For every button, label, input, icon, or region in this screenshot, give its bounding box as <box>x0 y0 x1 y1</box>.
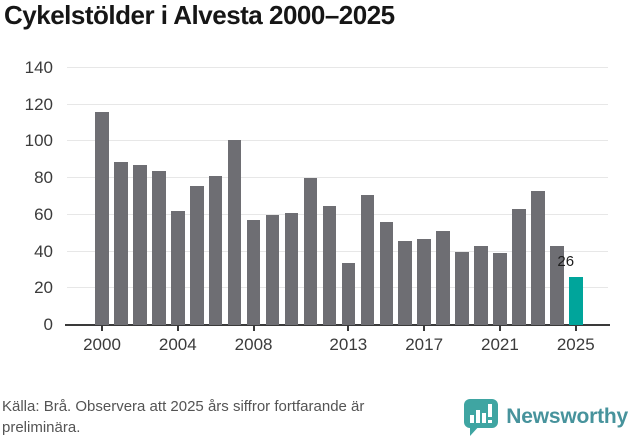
gridline <box>67 103 608 105</box>
bar-2022 <box>512 209 526 325</box>
y-tick-label: 40 <box>34 241 53 261</box>
y-tick-label: 60 <box>34 204 53 224</box>
bar-2006 <box>208 176 223 325</box>
bar-2003 <box>152 170 166 325</box>
y-tick-label: 0 <box>43 315 53 334</box>
x-tick-label: 2008 <box>234 335 273 354</box>
newsworthy-logo-icon <box>464 399 499 436</box>
bar-2025 <box>569 277 583 325</box>
bar-2017 <box>417 238 431 325</box>
bar-2011 <box>303 178 318 325</box>
bar-2001 <box>114 161 128 325</box>
x-axis-tick <box>574 325 577 331</box>
x-axis-tick <box>347 325 350 331</box>
gridline <box>67 177 608 179</box>
gridline <box>67 67 608 68</box>
source-note: Källa: Brå. Observera att 2025 års siffr… <box>2 398 365 436</box>
bar-2007 <box>227 139 242 325</box>
bar-2002 <box>133 165 147 325</box>
bar-2012 <box>322 205 337 325</box>
x-tick-label: 2000 <box>83 335 121 354</box>
bar-2018 <box>436 231 450 325</box>
plot-area: 0 20 40 60 80 100 120 140 2000 2004 2008 2013 2017 20… <box>25 58 610 354</box>
bar-2013 <box>341 262 356 325</box>
x-axis-tick <box>101 325 103 331</box>
bar-2020 <box>474 246 488 325</box>
bar-2015 <box>379 222 393 325</box>
y-tick-label: 140 <box>24 58 53 77</box>
x-tick-label: 2021 <box>481 335 519 354</box>
bar-2004 <box>171 211 185 325</box>
y-tick-label: 20 <box>34 278 53 298</box>
x-axis-tick <box>423 325 426 331</box>
bar-2016 <box>398 240 412 325</box>
bar-2019 <box>455 251 469 325</box>
bar-2010 <box>284 213 299 325</box>
y-tick-label: 120 <box>24 94 53 114</box>
bar-2009 <box>265 214 280 325</box>
brand-name: Newsworthy <box>506 405 628 428</box>
x-tick-label: 2013 <box>329 335 368 354</box>
gridline <box>67 250 608 252</box>
brand-logo: Newsworthy <box>463 398 628 436</box>
bar-2021 <box>493 253 507 325</box>
bar-2008 <box>246 220 261 325</box>
y-tick-label: 100 <box>24 131 53 151</box>
bar-2000 <box>95 112 109 325</box>
x-tick-label: 2004 <box>158 335 197 354</box>
gridline <box>67 287 608 289</box>
gridline <box>67 140 608 142</box>
bar-value-label: 26 <box>557 253 575 271</box>
x-tick-label: 2025 <box>556 335 595 354</box>
bar-2005 <box>190 185 204 325</box>
x-axis-tick <box>176 325 179 331</box>
x-axis-tick <box>252 325 255 331</box>
footer: Källa: Brå. Observera att 2025 års siffr… <box>0 395 631 439</box>
x-tick-label: 2017 <box>405 335 444 354</box>
bar-2024 <box>550 246 564 325</box>
bar-2023 <box>531 191 545 325</box>
x-axis-tick <box>498 325 501 331</box>
bar-2014 <box>360 194 375 325</box>
x-axis-line <box>65 324 610 326</box>
y-tick-label: 80 <box>34 168 53 188</box>
chart-title: Cykelstölder i Alvesta 2000–2025 <box>4 0 395 30</box>
gridline <box>67 213 608 215</box>
